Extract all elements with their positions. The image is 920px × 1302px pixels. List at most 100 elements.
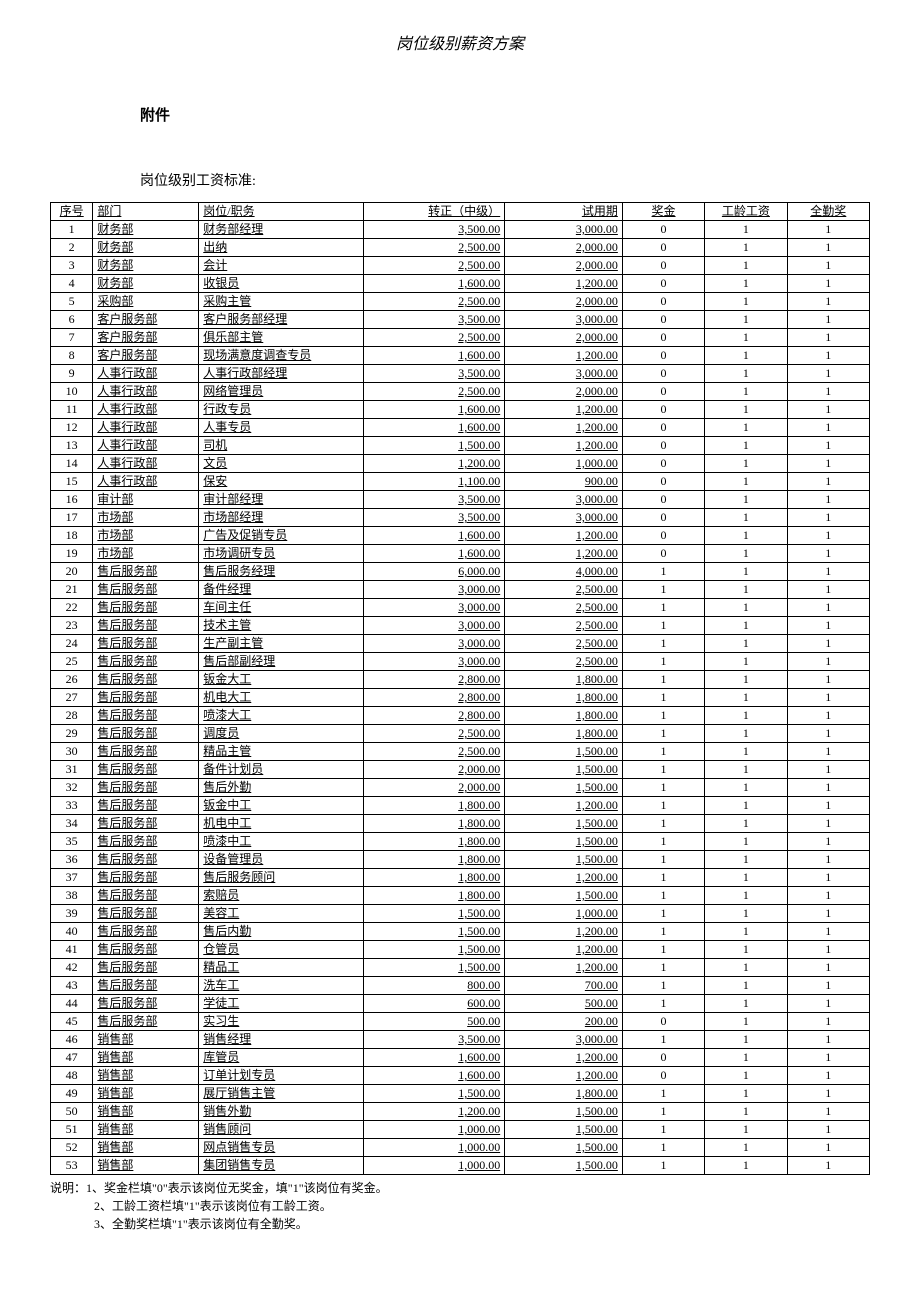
table-cell: 1 [787, 401, 869, 419]
table-row: 36售后服务部设备管理员1,800.001,500.00111 [51, 851, 870, 869]
table-cell: 1 [622, 779, 704, 797]
table-cell: 1 [705, 887, 787, 905]
table-cell: 36 [51, 851, 93, 869]
table-cell: 2,500.00 [505, 617, 623, 635]
table-cell: 1 [51, 221, 93, 239]
table-cell: 2 [51, 239, 93, 257]
table-row: 8客户服务部现场满意度调查专员1,600.001,200.00011 [51, 347, 870, 365]
table-cell: 1 [622, 635, 704, 653]
table-cell: 采购主管 [199, 293, 364, 311]
table-cell: 人事行政部 [93, 401, 199, 419]
table-cell: 1 [787, 1013, 869, 1031]
table-row: 32售后服务部售后外勤2,000.001,500.00111 [51, 779, 870, 797]
table-cell: 1,200.00 [505, 527, 623, 545]
table-cell: 700.00 [505, 977, 623, 995]
table-cell: 1 [787, 725, 869, 743]
table-cell: 1 [705, 491, 787, 509]
table-cell: 1 [622, 563, 704, 581]
table-cell: 27 [51, 689, 93, 707]
table-cell: 现场满意度调查专员 [199, 347, 364, 365]
table-cell: 人事行政部 [93, 383, 199, 401]
table-cell: 53 [51, 1157, 93, 1175]
table-cell: 喷漆中工 [199, 833, 364, 851]
table-cell: 1 [705, 689, 787, 707]
table-cell: 1 [787, 545, 869, 563]
table-cell: 51 [51, 1121, 93, 1139]
table-cell: 2,000.00 [505, 257, 623, 275]
table-cell: 1 [787, 1031, 869, 1049]
table-cell: 42 [51, 959, 93, 977]
table-cell: 售后服务部 [93, 833, 199, 851]
table-cell: 1,800.00 [363, 815, 504, 833]
table-cell: 1 [705, 779, 787, 797]
table-cell: 1 [787, 347, 869, 365]
table-cell: 售后服务部 [93, 815, 199, 833]
table-cell: 销售部 [93, 1049, 199, 1067]
table-row: 22售后服务部车间主任3,000.002,500.00111 [51, 599, 870, 617]
table-cell: 37 [51, 869, 93, 887]
table-cell: 1,800.00 [505, 689, 623, 707]
table-cell: 3,000.00 [363, 617, 504, 635]
table-cell: 0 [622, 257, 704, 275]
note-line: 3、全勤奖栏填"1"表示该岗位有全勤奖。 [94, 1215, 870, 1233]
table-cell: 1 [622, 833, 704, 851]
table-cell: 人事行政部 [93, 419, 199, 437]
table-row: 12人事行政部人事专员1,600.001,200.00011 [51, 419, 870, 437]
table-row: 51销售部销售顾问1,000.001,500.00111 [51, 1121, 870, 1139]
table-cell: 1,500.00 [505, 1139, 623, 1157]
table-cell: 3,500.00 [363, 365, 504, 383]
table-cell: 1 [622, 1085, 704, 1103]
table-cell: 6 [51, 311, 93, 329]
table-cell: 2,500.00 [363, 257, 504, 275]
table-cell: 售后服务部 [93, 689, 199, 707]
table-cell: 1 [787, 815, 869, 833]
table-cell: 500.00 [505, 995, 623, 1013]
table-cell: 1,800.00 [505, 725, 623, 743]
table-cell: 人事行政部经理 [199, 365, 364, 383]
table-cell: 1 [622, 1103, 704, 1121]
table-cell: 1,800.00 [363, 869, 504, 887]
table-cell: 200.00 [505, 1013, 623, 1031]
table-cell: 0 [622, 419, 704, 437]
table-cell: 1 [705, 851, 787, 869]
header-probation-salary: 试用期 [505, 203, 623, 221]
table-cell: 1 [705, 923, 787, 941]
table-cell: 1 [705, 959, 787, 977]
header-seq: 序号 [51, 203, 93, 221]
table-cell: 仓管员 [199, 941, 364, 959]
table-cell: 1 [787, 563, 869, 581]
table-cell: 喷漆大工 [199, 707, 364, 725]
table-cell: 1,200.00 [505, 545, 623, 563]
table-cell: 1 [705, 275, 787, 293]
table-row: 23售后服务部技术主管3,000.002,500.00111 [51, 617, 870, 635]
table-cell: 2,000.00 [363, 779, 504, 797]
table-cell: 1 [787, 221, 869, 239]
table-cell: 1 [622, 581, 704, 599]
table-cell: 1 [705, 1013, 787, 1031]
table-cell: 1,500.00 [363, 1085, 504, 1103]
table-row: 9人事行政部人事行政部经理3,500.003,000.00011 [51, 365, 870, 383]
table-row: 39售后服务部美容工1,500.001,000.00111 [51, 905, 870, 923]
table-cell: 50 [51, 1103, 93, 1121]
table-cell: 0 [622, 545, 704, 563]
table-cell: 1 [787, 671, 869, 689]
table-cell: 设备管理员 [199, 851, 364, 869]
table-cell: 车间主任 [199, 599, 364, 617]
table-cell: 销售部 [93, 1103, 199, 1121]
table-cell: 1,500.00 [363, 437, 504, 455]
table-cell: 2,800.00 [363, 689, 504, 707]
table-cell: 1 [705, 257, 787, 275]
table-cell: 市场部 [93, 545, 199, 563]
table-cell: 1 [705, 365, 787, 383]
table-cell: 人事行政部 [93, 437, 199, 455]
table-cell: 1 [705, 1139, 787, 1157]
table-row: 46销售部销售经理3,500.003,000.00111 [51, 1031, 870, 1049]
table-cell: 审计部经理 [199, 491, 364, 509]
table-cell: 0 [622, 473, 704, 491]
table-cell: 保安 [199, 473, 364, 491]
table-row: 29售后服务部调度员2,500.001,800.00111 [51, 725, 870, 743]
table-cell: 售后外勤 [199, 779, 364, 797]
table-cell: 财务部经理 [199, 221, 364, 239]
table-cell: 0 [622, 1013, 704, 1031]
table-cell: 1 [787, 383, 869, 401]
